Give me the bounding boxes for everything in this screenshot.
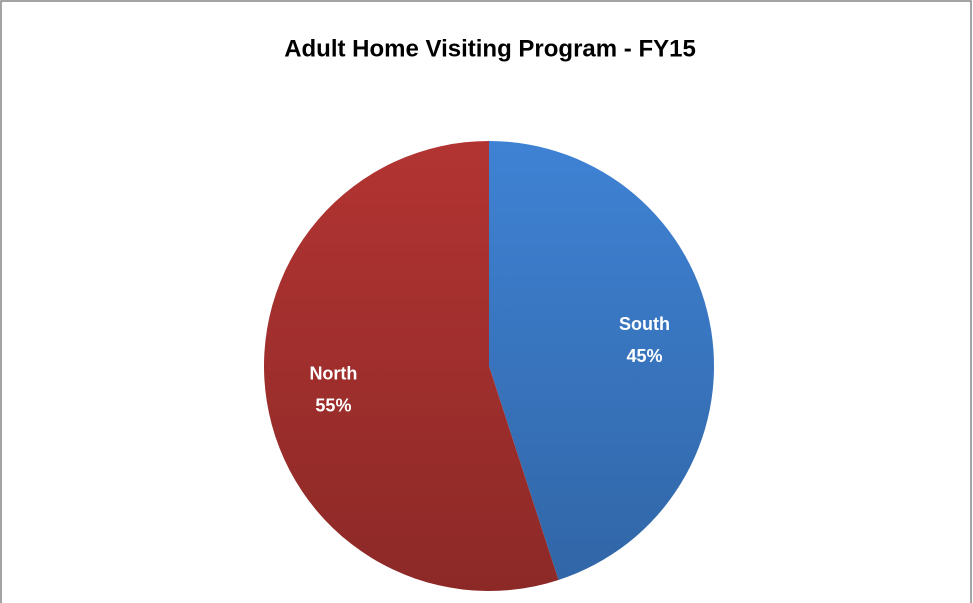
slice-value-label: 45% <box>627 346 663 366</box>
pie-slice <box>489 141 714 580</box>
slice-category-label: North <box>309 363 357 383</box>
pie-slice <box>264 141 559 591</box>
slice-category-label: South <box>619 314 670 334</box>
chart-title: Adult Home Visiting Program - FY15 <box>284 35 696 62</box>
slice-value-label: 55% <box>315 395 351 415</box>
